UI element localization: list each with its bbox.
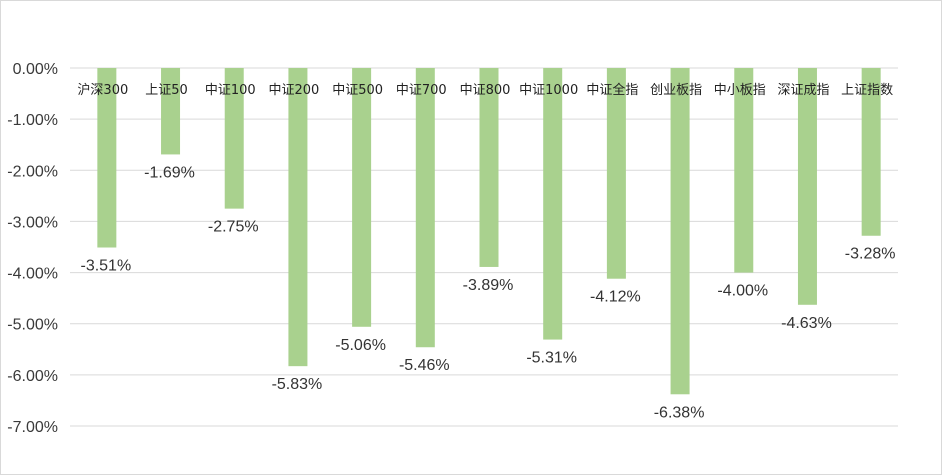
data-label: -1.69% — [144, 164, 195, 181]
category-label: 创业板指 — [650, 83, 702, 98]
bar — [670, 68, 690, 395]
y-tick-label: -4.00% — [7, 266, 58, 283]
category-label: 中证全指 — [586, 82, 638, 98]
bars — [97, 68, 881, 395]
y-tick-label: 0.00% — [13, 61, 58, 78]
data-label: -6.38% — [654, 404, 705, 421]
data-label: -4.63% — [781, 315, 832, 332]
category-label: 中证100 — [205, 83, 256, 98]
category-label: 上证50 — [145, 83, 188, 98]
y-tick-label: -7.00% — [7, 419, 58, 436]
data-label: -3.89% — [463, 277, 514, 294]
y-axis: 0.00% -1.00% -2.00% -3.00% -4.00% -5.00% -6.00… — [7, 61, 58, 436]
bar — [861, 68, 881, 236]
category-label: 上证指数 — [841, 83, 893, 98]
data-label: -5.06% — [335, 337, 386, 354]
data-labels: -3.51% -1.69% -2.75% -5.83% -5.06% -5.46% -3.8… — [80, 164, 895, 421]
y-tick-label: -2.00% — [7, 163, 58, 180]
bar — [161, 68, 181, 155]
bar — [734, 68, 754, 273]
data-label: -5.83% — [272, 376, 323, 393]
data-label: -3.51% — [80, 258, 131, 275]
category-label: 中证700 — [396, 83, 447, 98]
data-label: -4.12% — [590, 289, 641, 306]
bar — [352, 68, 372, 327]
y-tick-label: -1.00% — [7, 112, 58, 129]
category-label: 中证1000 — [519, 83, 578, 98]
data-label: -3.28% — [845, 246, 896, 263]
category-label: 深证成指 — [777, 83, 829, 98]
category-labels: 沪深300 上证50 中证100 中证200 中证500 中证700 中证800 中证1000… — [77, 82, 893, 98]
bar — [606, 68, 626, 279]
category-label: 中证800 — [460, 83, 511, 98]
data-label: -2.75% — [208, 219, 259, 236]
y-tick-label: -5.00% — [7, 317, 58, 334]
bar — [797, 68, 817, 305]
bar — [97, 68, 117, 248]
y-tick-label: -6.00% — [7, 368, 58, 385]
y-tick-label: -3.00% — [7, 214, 58, 231]
bar — [415, 68, 435, 348]
bar — [224, 68, 244, 209]
gridlines — [70, 67, 898, 427]
bar — [288, 68, 308, 367]
bar — [543, 68, 563, 340]
category-label: 中证200 — [269, 83, 320, 98]
category-label: 中小板指 — [714, 83, 766, 98]
bar — [479, 68, 499, 267]
data-label: -5.46% — [399, 357, 450, 374]
data-label: -4.00% — [717, 283, 768, 300]
category-label: 沪深300 — [77, 82, 128, 98]
category-label: 中证500 — [332, 83, 383, 98]
data-label: -5.31% — [526, 350, 577, 367]
